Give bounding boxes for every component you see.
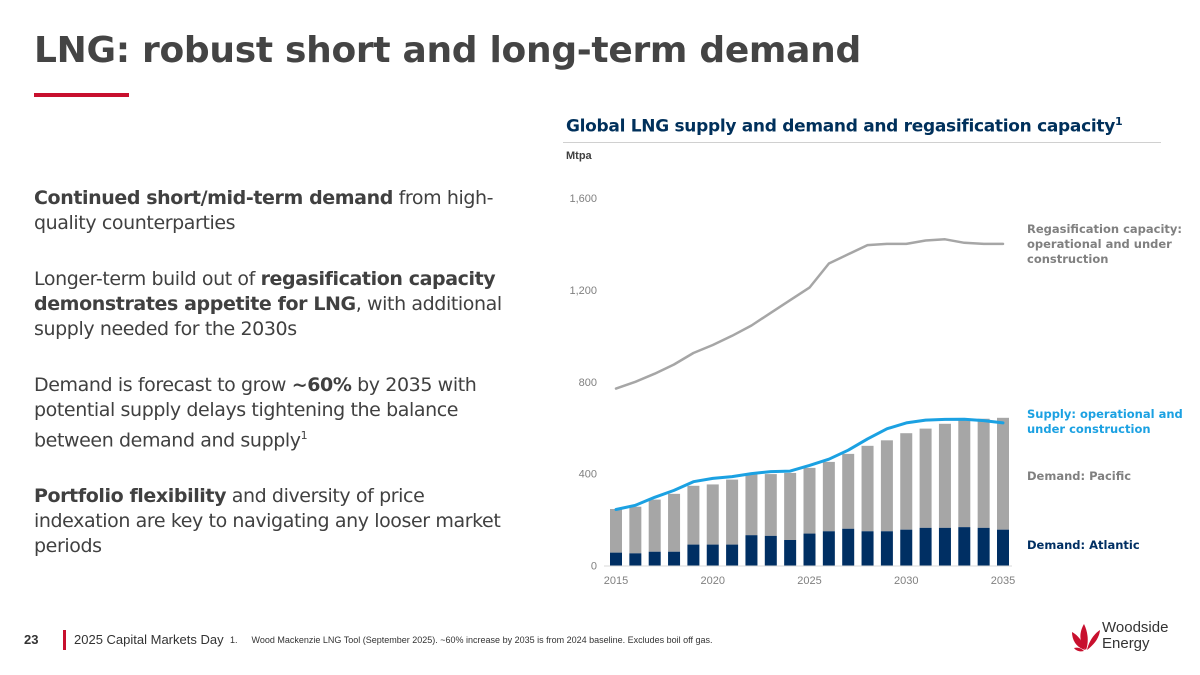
bar-demand-pacific	[648, 499, 661, 552]
bullet-emphasis: Continued short/mid-term demand	[34, 187, 393, 209]
bar-demand-pacific	[900, 433, 913, 530]
y-tick-label: 0	[591, 561, 597, 573]
bar-demand-pacific	[706, 484, 719, 545]
bar-demand-atlantic	[648, 551, 661, 566]
footnote-number: 1.	[230, 635, 238, 645]
bullet-text: Longer-term build out of	[34, 268, 261, 290]
bar-demand-pacific	[764, 474, 777, 536]
bar-demand-atlantic	[958, 527, 971, 566]
bar-demand-pacific	[861, 445, 874, 532]
x-tick-label: 2015	[604, 575, 628, 587]
bar-demand-atlantic	[880, 531, 893, 566]
bar-demand-atlantic	[842, 528, 855, 566]
chart-title-divider	[563, 142, 1161, 143]
legend-demand-atlantic: Demand: Atlantic	[1027, 538, 1140, 552]
legend-supply: Supply: operational and under constructi…	[1027, 407, 1183, 436]
bar-demand-atlantic	[919, 527, 932, 566]
bullet-list: Continued short/mid-term demand from hig…	[34, 186, 514, 590]
page-number: 23	[24, 632, 39, 647]
y-tick-label: 400	[579, 469, 597, 481]
bar-demand-atlantic	[803, 533, 816, 566]
bullet-item: Portfolio flexibility and diversity of p…	[34, 484, 514, 559]
bullet-emphasis: regasification capacity demonstrates app…	[34, 268, 496, 315]
chart-title-footnote-ref: 1	[1115, 115, 1123, 128]
bar-demand-atlantic	[668, 551, 681, 566]
bar-demand-pacific	[687, 485, 700, 545]
bar-demand-pacific	[997, 417, 1009, 530]
woodside-logo: Woodside Energy	[1070, 620, 1180, 656]
bar-demand-atlantic	[726, 544, 739, 566]
x-tick-label: 2030	[894, 575, 918, 587]
bar-demand-atlantic	[745, 535, 758, 566]
bar-demand-pacific	[726, 479, 739, 545]
logo-text-line1: Woodside	[1102, 619, 1169, 636]
footnote: 1. Wood Mackenzie LNG Tool (September 202…	[230, 635, 713, 645]
x-tick-label: 2020	[701, 575, 725, 587]
bar-demand-atlantic	[938, 527, 951, 566]
bullet-emphasis: ~60%	[291, 374, 352, 396]
footnote-ref: 1	[300, 429, 308, 442]
y-tick-label: 1,600	[569, 193, 597, 205]
bar-demand-pacific	[938, 423, 951, 528]
bar-demand-atlantic	[687, 544, 700, 566]
bullet-item: Continued short/mid-term demand from hig…	[34, 186, 514, 236]
bar-demand-atlantic	[900, 529, 913, 566]
legend-demand-pacific: Demand: Pacific	[1027, 469, 1132, 483]
bar-demand-atlantic	[997, 529, 1009, 566]
bar-demand-pacific	[745, 474, 758, 536]
chart-title: Global LNG supply and demand and regasif…	[566, 115, 1123, 137]
bar-demand-pacific	[784, 472, 797, 541]
bar-demand-atlantic	[629, 553, 642, 566]
bar-demand-atlantic	[861, 531, 874, 566]
bar-demand-pacific	[668, 493, 681, 552]
bar-demand-pacific	[842, 453, 855, 529]
logo-text-line2: Energy	[1102, 635, 1150, 652]
bar-demand-atlantic	[706, 544, 719, 566]
footer-divider	[63, 630, 66, 650]
slide-title: LNG: robust short and long-term demand	[34, 30, 861, 71]
bullet-item: Demand is forecast to grow ~60% by 2035 …	[34, 373, 514, 453]
y-axis-unit-label: Mtpa	[566, 150, 592, 162]
bar-demand-atlantic	[784, 540, 797, 566]
bullet-text: and diversity of price indexation are ke…	[34, 485, 501, 558]
bar-demand-pacific	[977, 418, 990, 528]
bullet-text: , with additional supply needed for the …	[34, 293, 502, 340]
bullet-text: from high-quality counterparties	[34, 187, 494, 234]
line-regasification-capacity	[614, 238, 1005, 390]
y-tick-label: 800	[579, 377, 597, 389]
bullet-item: Longer-term build out of regasification …	[34, 267, 514, 342]
bar-demand-pacific	[880, 440, 893, 532]
line-supply	[614, 417, 1005, 511]
x-tick-label: 2025	[797, 575, 821, 587]
chart-title-text: Global LNG supply and demand and regasif…	[566, 116, 1115, 137]
woodside-flower-icon	[1072, 624, 1100, 652]
y-tick-label: 1,200	[569, 285, 597, 297]
bar-demand-pacific	[919, 428, 932, 528]
bar-demand-atlantic	[610, 552, 622, 566]
event-name: 2025 Capital Markets Day	[74, 632, 224, 647]
bar-demand-pacific	[803, 467, 816, 534]
bullet-emphasis: Portfolio flexibility	[34, 485, 227, 508]
legend-regasification: Regasification capacity: operational and…	[1027, 222, 1182, 266]
bullet-text: Demand is forecast to grow	[34, 374, 292, 396]
bar-demand-atlantic	[977, 527, 990, 566]
bar-demand-pacific	[958, 420, 971, 528]
bar-demand-pacific	[629, 506, 642, 554]
footnote-text: Wood Mackenzie LNG Tool (September 2025)…	[251, 635, 713, 645]
bar-demand-atlantic	[764, 535, 777, 566]
bar-demand-pacific	[610, 508, 622, 553]
bullet-text: by 2035 with potential supply delays tig…	[34, 374, 477, 452]
x-tick-label: 2035	[991, 575, 1015, 587]
title-underline	[34, 93, 129, 97]
bar-demand-atlantic	[822, 531, 835, 566]
bar-demand-pacific	[822, 461, 835, 532]
